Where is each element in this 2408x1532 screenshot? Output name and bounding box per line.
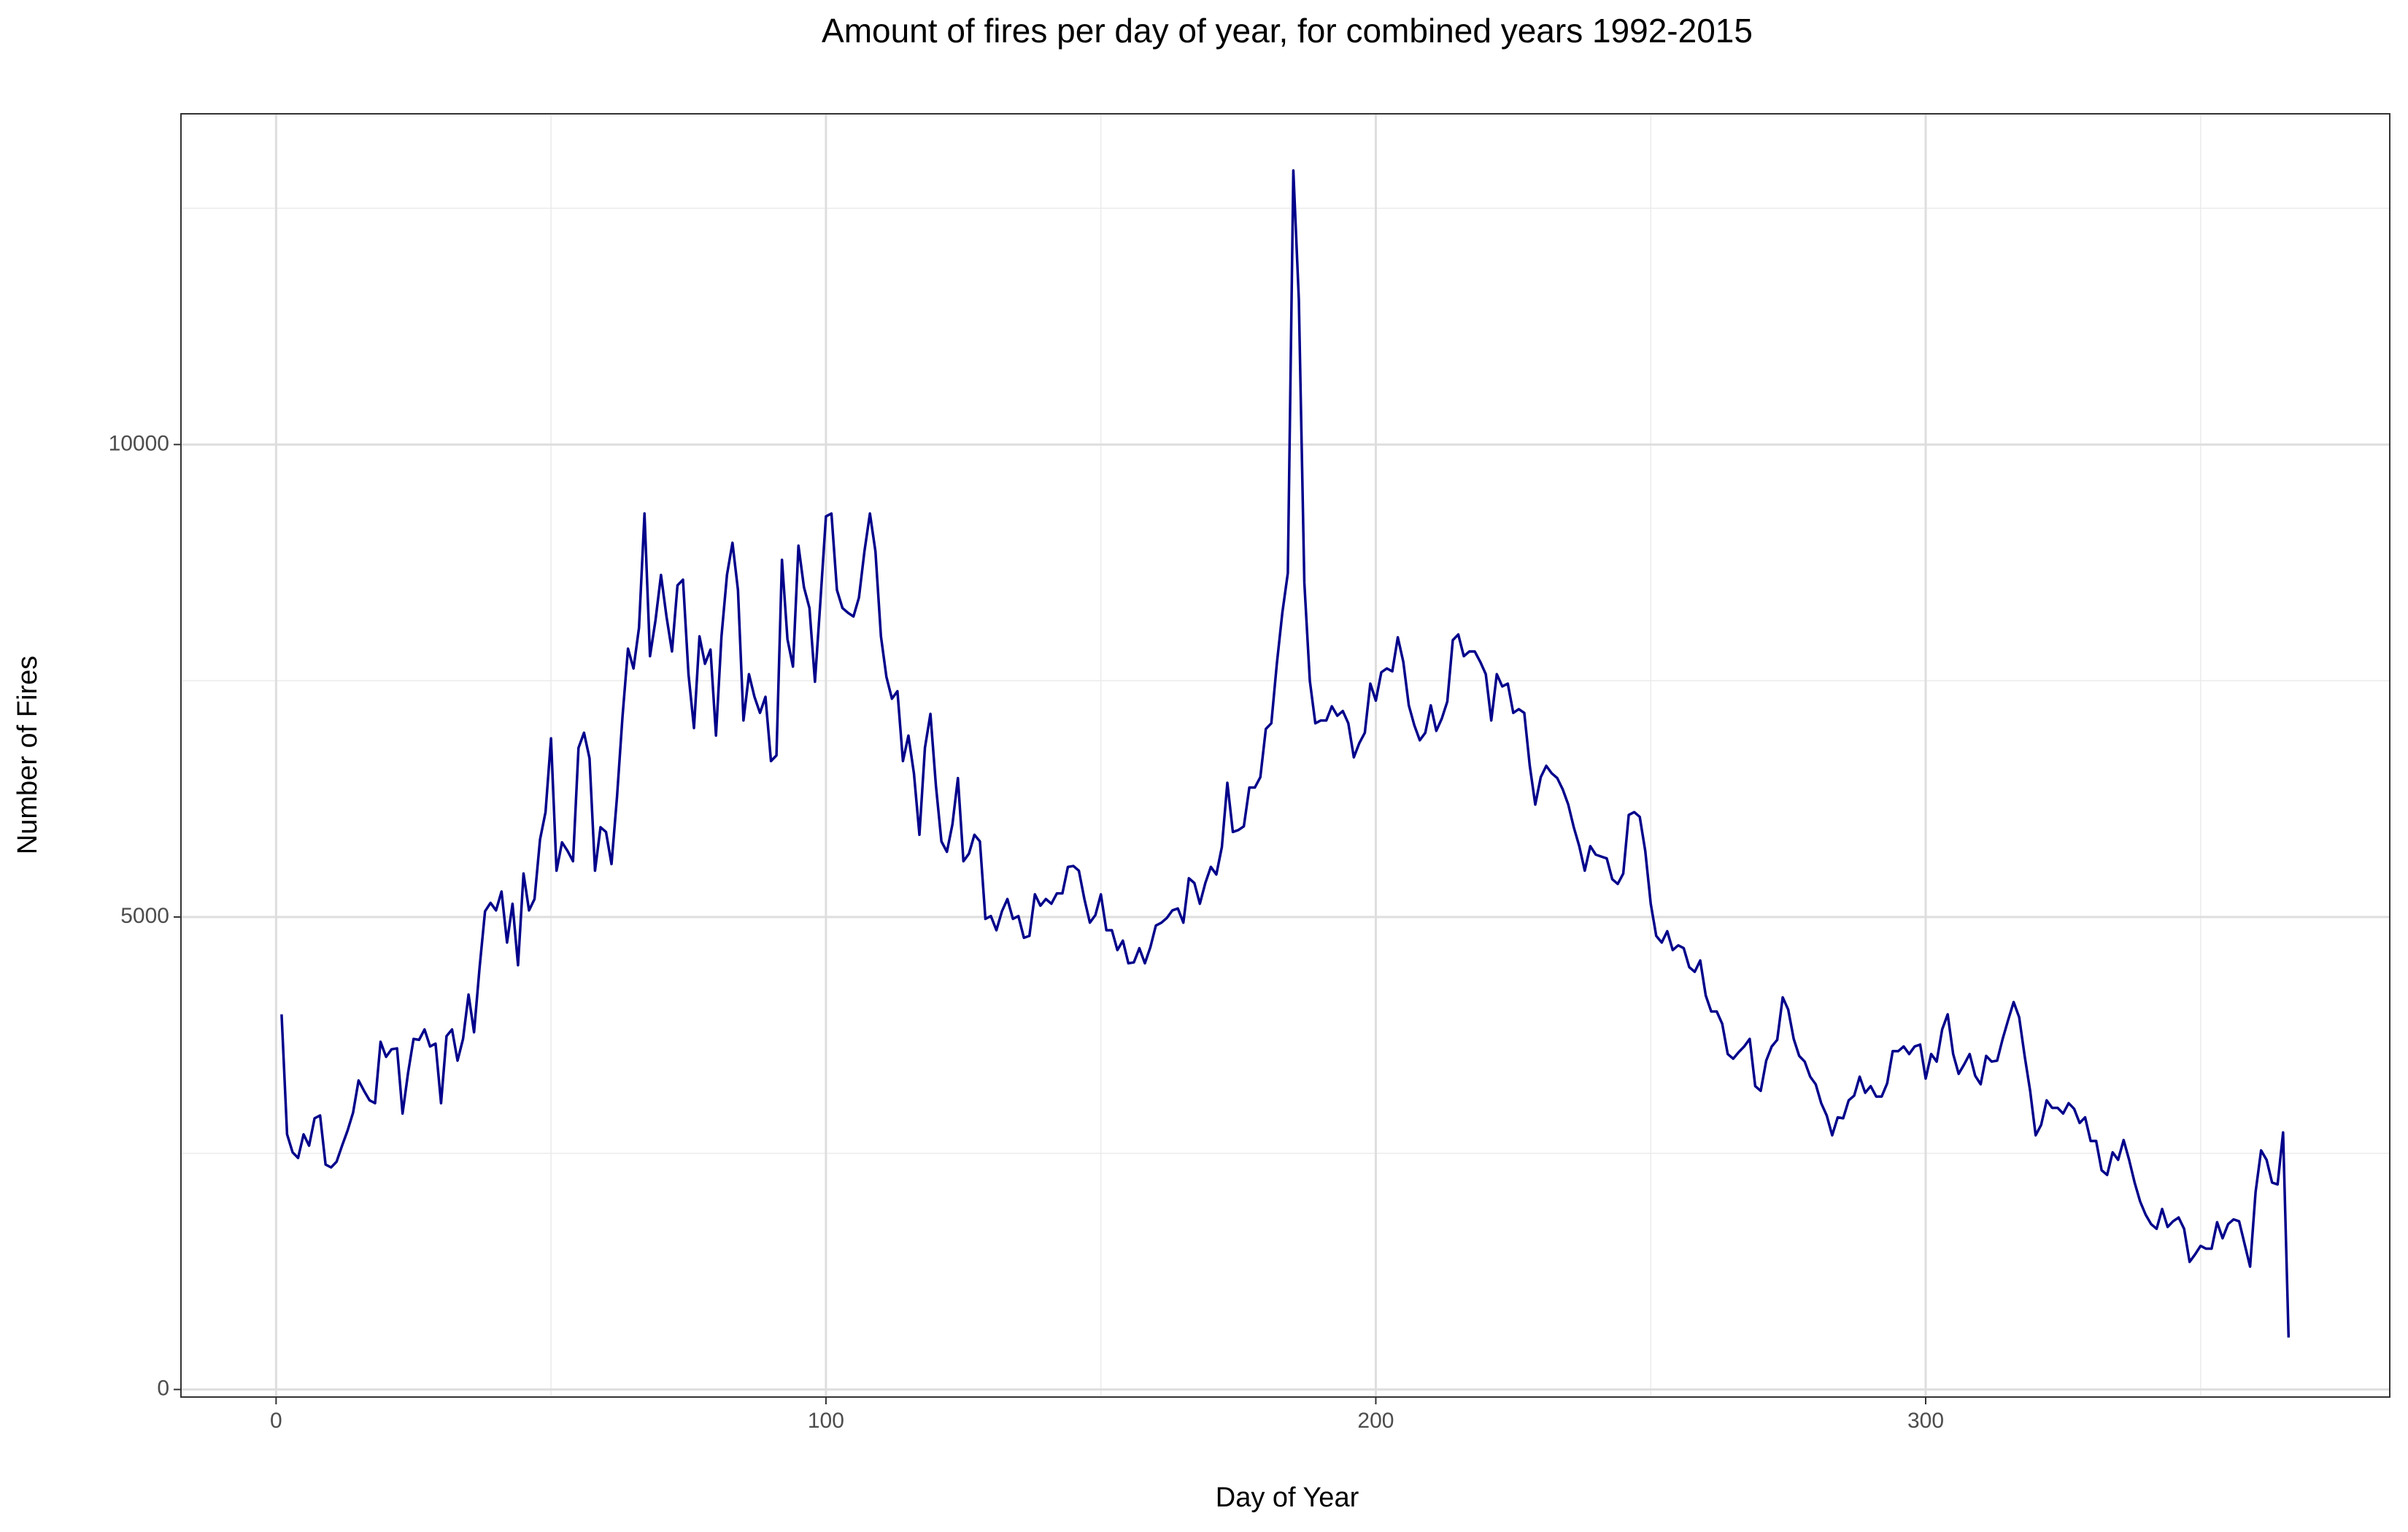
chart-title: Amount of fires per day of year, for com… — [822, 12, 1753, 50]
x-axis-label: Day of Year — [1216, 1482, 1359, 1513]
x-tick-label: 100 — [808, 1409, 844, 1433]
y-tick-label: 10000 — [109, 431, 169, 455]
y-tick-label: 0 — [157, 1377, 169, 1401]
x-tick-label: 200 — [1357, 1409, 1394, 1433]
x-tick-label: 0 — [270, 1409, 282, 1433]
y-axis-label: Number of Fires — [12, 656, 43, 854]
x-tick-label: 300 — [1907, 1409, 1944, 1433]
panel-border — [180, 113, 2390, 1398]
y-tick-label: 5000 — [120, 904, 169, 928]
data-line — [280, 169, 2291, 1338]
